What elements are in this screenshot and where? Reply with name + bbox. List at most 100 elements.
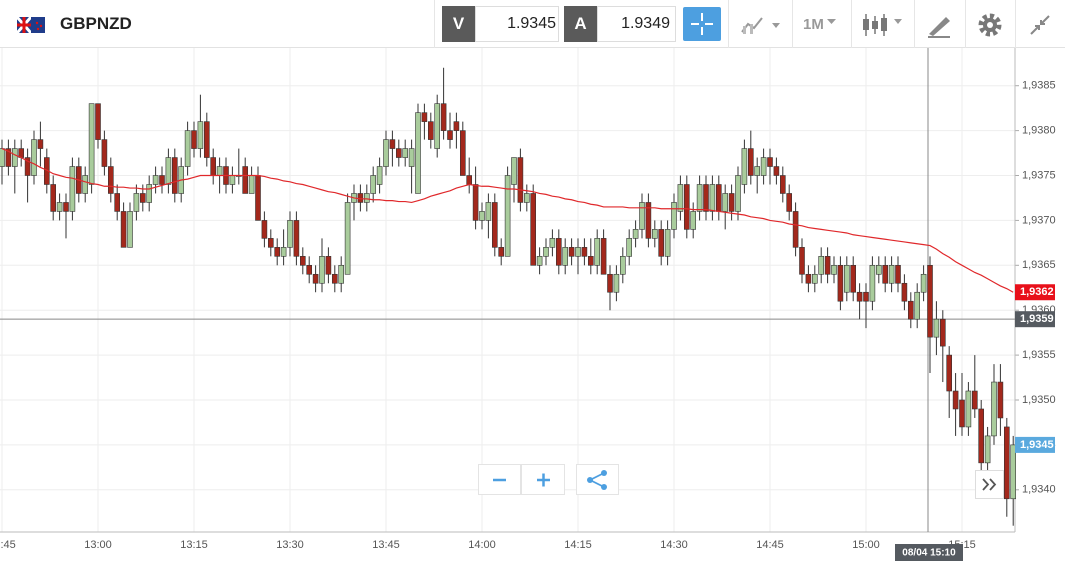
candle-body <box>114 193 120 212</box>
y-tick-label: 1,9340 <box>1022 484 1056 496</box>
candle-body <box>63 202 69 212</box>
candle-body <box>933 318 940 338</box>
candle-body <box>715 184 722 212</box>
candle-body <box>287 220 293 248</box>
candle-body <box>184 130 191 167</box>
candle-body <box>24 157 31 176</box>
candle-body <box>306 265 313 275</box>
candle-body <box>261 220 268 239</box>
candle-body <box>939 318 946 347</box>
chart-type-button[interactable] <box>860 12 906 38</box>
timeframe[interactable]: 1M <box>803 16 824 33</box>
candle-body <box>587 256 594 266</box>
candle-body <box>632 229 639 239</box>
crosshair-time-tag-bg <box>895 544 963 561</box>
candle-body <box>498 247 505 257</box>
last-price-tag: 1,9345 <box>1020 439 1054 451</box>
candle-body <box>971 390 978 410</box>
candle-body <box>626 238 633 257</box>
candle-body <box>395 148 402 158</box>
scroll-right-button[interactable] <box>975 470 1004 499</box>
draw-button[interactable] <box>926 12 952 38</box>
symbol: GBPNZD <box>60 14 132 33</box>
candle-body <box>581 247 588 257</box>
candle-body <box>440 103 447 131</box>
ask-price[interactable]: 1.9349 <box>597 6 676 42</box>
candle-body <box>722 193 729 212</box>
candle-body <box>843 265 850 293</box>
candle-body <box>882 265 889 284</box>
candle-body <box>383 139 389 167</box>
candle-body <box>421 112 428 122</box>
candle-body <box>856 291 863 302</box>
crosshair-button[interactable] <box>683 7 721 41</box>
candle-body <box>31 139 37 176</box>
candle-body <box>427 121 434 140</box>
candle-body <box>875 265 882 275</box>
candle-body <box>735 175 741 212</box>
candle-body <box>760 157 767 176</box>
candle-body <box>140 193 146 203</box>
ask-label: A <box>564 6 597 42</box>
bid-label: V <box>442 6 475 42</box>
candle-body <box>447 130 453 140</box>
candle-body <box>619 256 626 275</box>
y-tick-label: 1,9355 <box>1022 349 1056 361</box>
candle-body <box>248 175 255 194</box>
candle-body <box>95 103 101 140</box>
candle-body <box>88 103 95 185</box>
ma-price-tag: 1,9362 <box>1020 286 1054 298</box>
candle-body <box>978 408 985 464</box>
collapse-button[interactable] <box>1027 12 1053 38</box>
candle-body <box>402 148 409 158</box>
candle-body <box>991 381 997 437</box>
indicator-button[interactable] <box>740 14 784 36</box>
candle-body <box>267 238 274 248</box>
x-tick-label: 14:00 <box>468 539 496 551</box>
y-tick-label: 1,9375 <box>1022 169 1056 181</box>
candle-body <box>191 130 197 149</box>
candle-body <box>1010 444 1017 500</box>
candle-body <box>805 273 812 284</box>
candle-body <box>690 211 697 230</box>
x-tick-label: 13:30 <box>276 539 304 551</box>
candle-body <box>165 157 172 185</box>
candle-body <box>357 193 364 203</box>
candle-body <box>907 300 914 320</box>
candle-body <box>831 265 837 275</box>
candle-body <box>280 247 287 257</box>
candle-body <box>952 390 959 410</box>
candle-body <box>133 193 140 212</box>
bid-price[interactable]: 1.9345 <box>475 6 559 42</box>
candle-body <box>658 229 665 257</box>
ma-price-tag-bg <box>1015 284 1055 301</box>
candle-body <box>920 273 927 293</box>
candle-body <box>639 202 645 230</box>
candle-body <box>811 273 818 284</box>
candle-body <box>709 184 716 212</box>
candle-body <box>767 157 773 167</box>
candle-body <box>5 148 12 167</box>
candle-body <box>600 238 607 275</box>
candle-body <box>299 256 306 266</box>
candle-body <box>555 238 562 266</box>
x-tick-label: 14:15 <box>564 539 592 551</box>
candle-body <box>965 390 972 428</box>
candle-body <box>984 435 991 464</box>
candle-body <box>888 265 895 284</box>
candle-body <box>479 211 485 221</box>
settings-button[interactable] <box>977 12 1003 38</box>
candle-body <box>466 175 473 185</box>
zoom-in-button[interactable] <box>521 464 565 495</box>
candle-body <box>331 273 338 284</box>
share-button[interactable] <box>576 464 619 495</box>
candle-body <box>12 148 18 167</box>
candle-body <box>344 202 351 275</box>
candle-body <box>901 282 908 302</box>
x-tick-label: 14:30 <box>660 539 688 551</box>
y-tick-label: 1,9385 <box>1022 80 1056 92</box>
candle-body <box>671 202 677 230</box>
x-tick-label: 12:45 <box>0 539 16 551</box>
candle-body <box>242 166 248 194</box>
